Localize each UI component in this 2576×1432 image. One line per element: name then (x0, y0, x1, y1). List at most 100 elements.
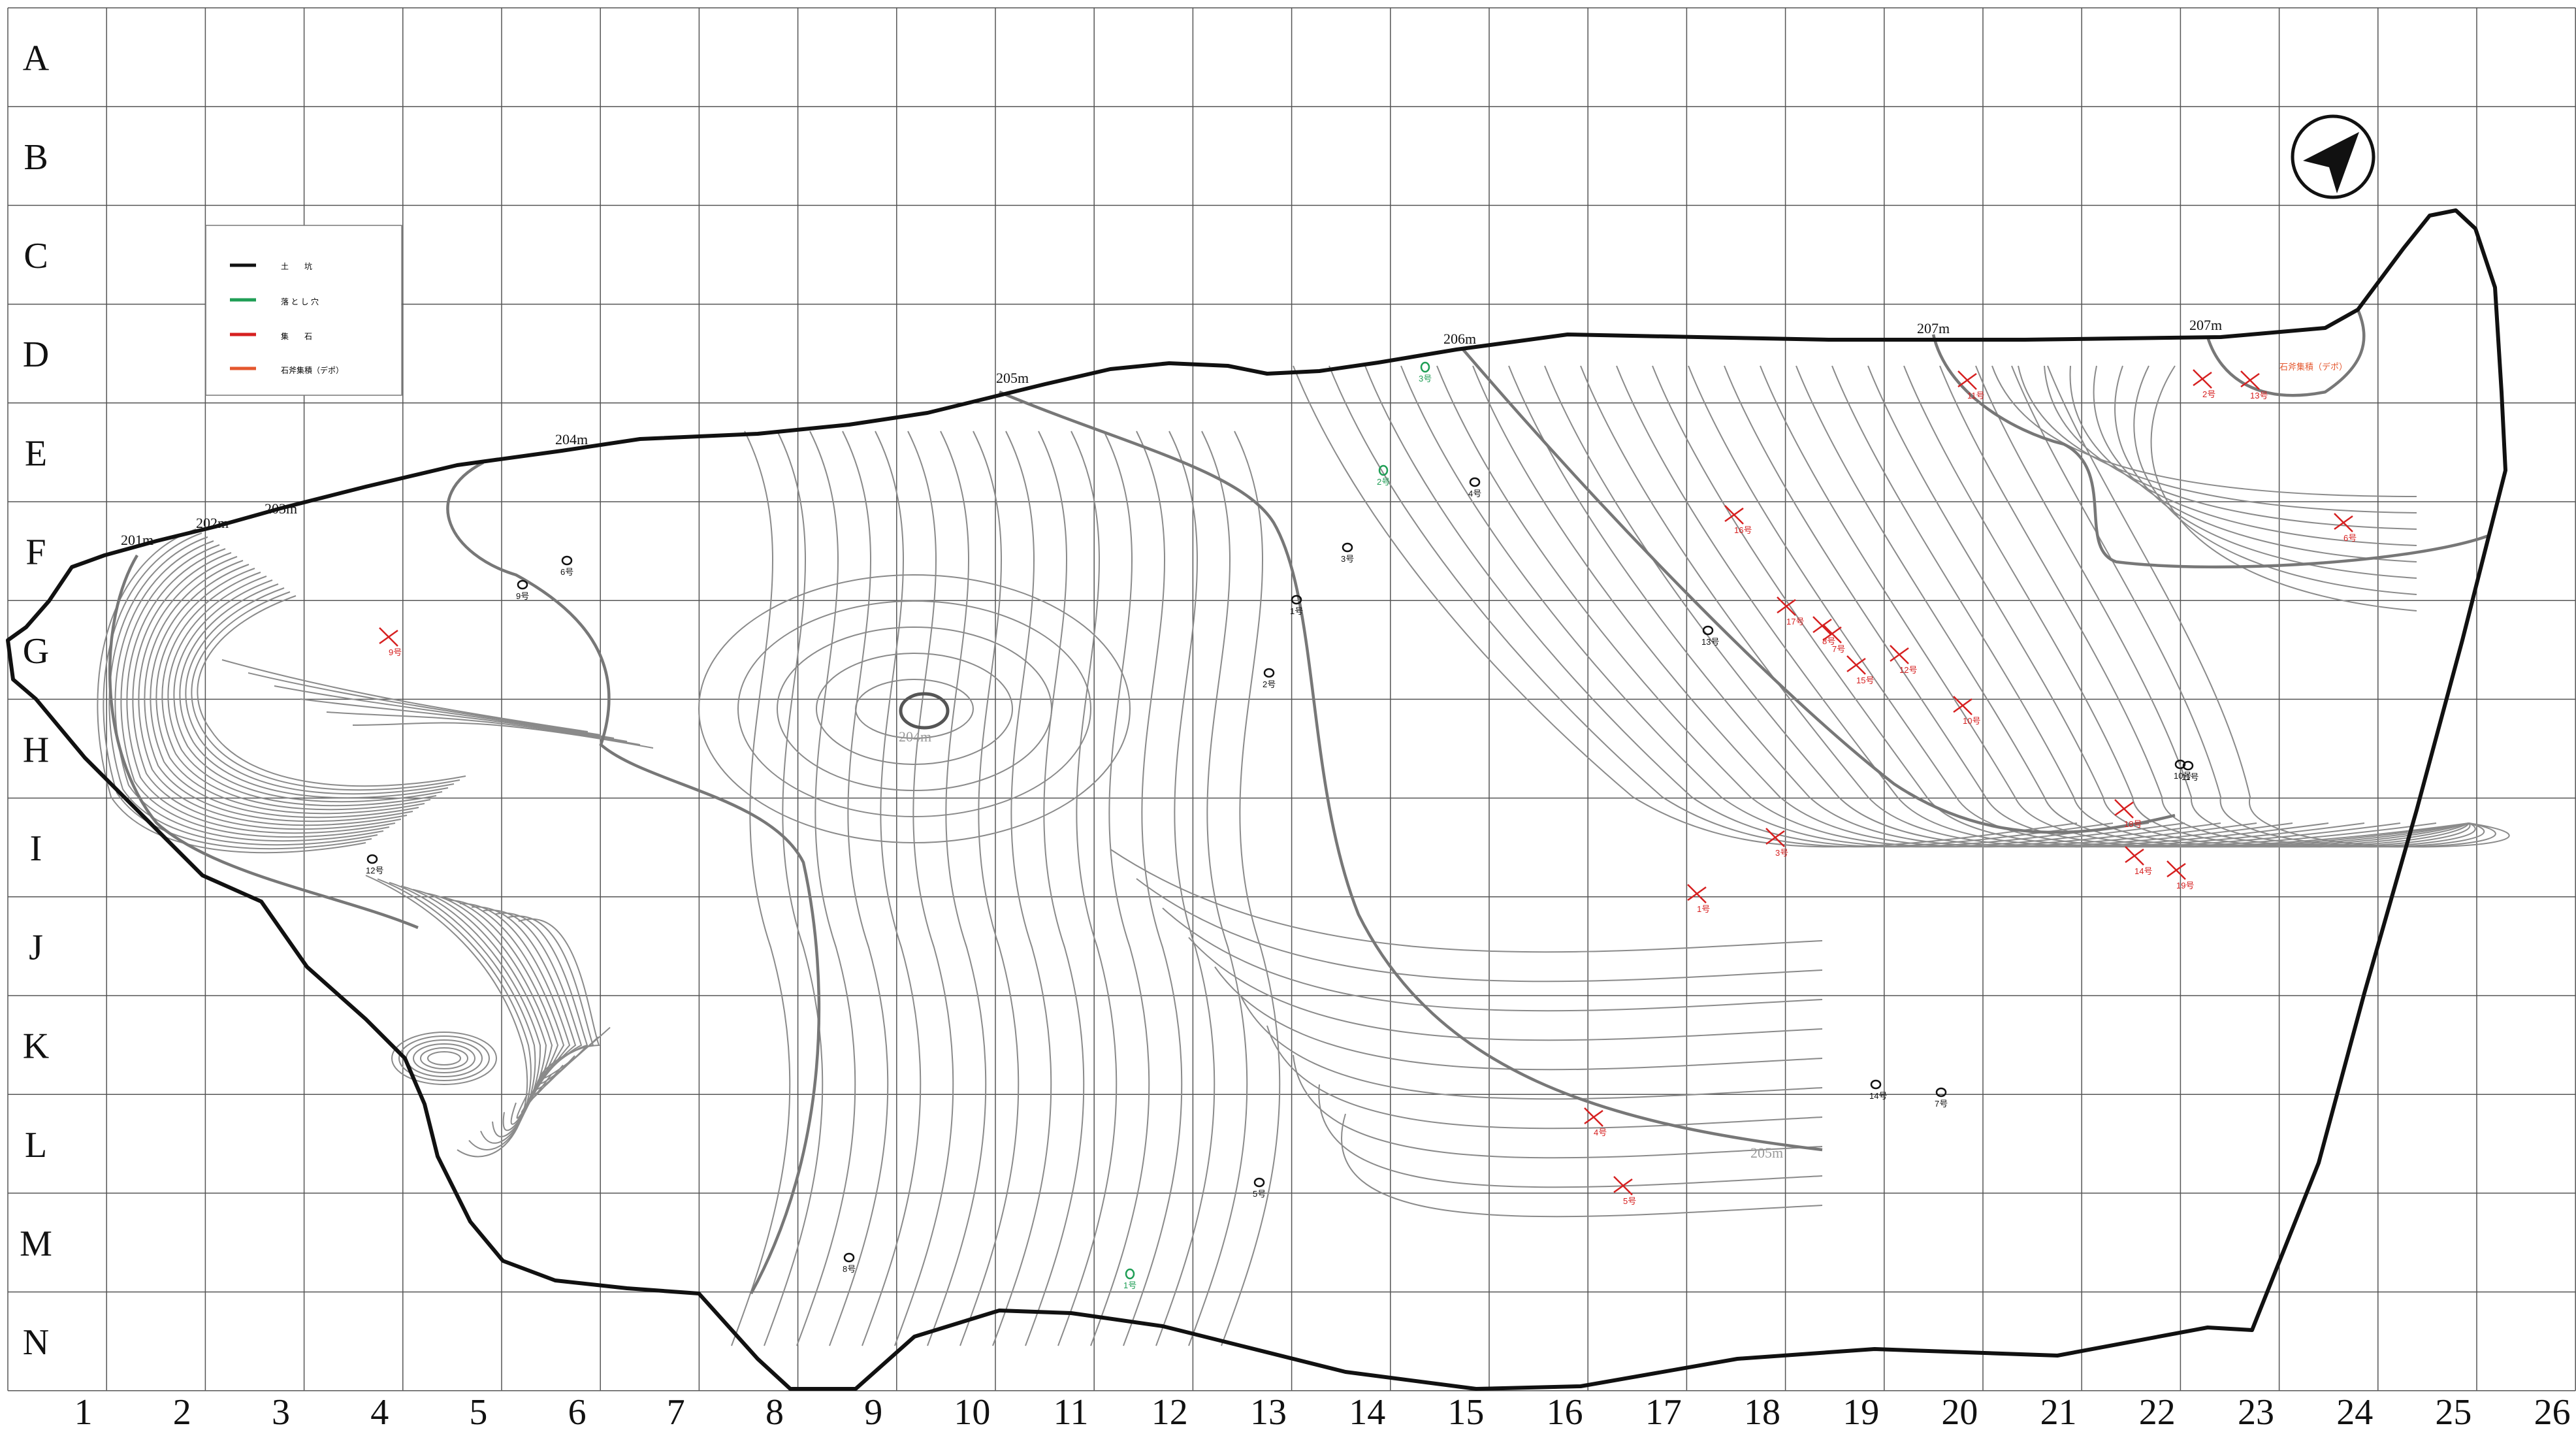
contour-line (120, 544, 390, 838)
stone-cluster-label: 15号 (1856, 675, 1874, 685)
contour-line (389, 881, 536, 1144)
pit-label: 5号 (1253, 1189, 1266, 1199)
contour-line (1472, 365, 2257, 848)
pit-label: 7号 (1935, 1099, 1948, 1109)
stone-cluster-marker (1846, 655, 1866, 675)
column-label-7: 7 (667, 1392, 685, 1432)
grid (7, 7, 2576, 1391)
contour-line (829, 431, 889, 1346)
contour-line (2047, 365, 2510, 848)
contour-label-203m: 203m (265, 500, 297, 517)
contour-line (764, 431, 824, 1346)
legend-label-deposit: 石斧集積（デポ） (281, 365, 344, 375)
pit-marker (2182, 760, 2194, 771)
contour-line (447, 899, 565, 1113)
contour-line (144, 560, 413, 822)
contour-line (1136, 878, 1823, 983)
contour-line (2069, 365, 2417, 546)
stone-cluster-label: 12号 (1899, 665, 1917, 675)
column-label-19: 19 (1843, 1392, 1879, 1432)
row-label-I: I (30, 828, 42, 869)
contour-line (197, 595, 466, 787)
pitfall-marker (1420, 361, 1430, 373)
contour-line (2044, 365, 2417, 530)
contour-line (698, 574, 1131, 843)
contour-line (1162, 907, 1823, 1012)
contour-line (427, 1051, 461, 1066)
contour-line (816, 653, 1013, 765)
stone-cluster-marker (1765, 828, 1785, 847)
stone-cluster-marker (2125, 846, 2144, 866)
contour-line (1508, 365, 2293, 848)
contour-line (424, 892, 553, 1125)
contour-line (108, 536, 378, 846)
stone-cluster-label: 7号 (1832, 644, 1845, 654)
column-label-25: 25 (2435, 1392, 2471, 1432)
contour-line (326, 711, 641, 745)
contour-line (1975, 365, 2485, 848)
contour-line (894, 431, 954, 1346)
stone-cluster-label: 13号 (2250, 391, 2268, 400)
north-arrow-icon (2291, 114, 2375, 199)
column-label-21: 21 (2040, 1392, 2077, 1432)
contour-line (1688, 365, 2470, 848)
contour-line (1155, 431, 1216, 1346)
contour-line (1328, 365, 2114, 848)
row-label-B: B (24, 137, 48, 178)
contour-label-205m-low: 205m (1750, 1145, 1783, 1161)
pit-marker (2174, 759, 2186, 770)
stone-cluster-label: 14号 (2134, 866, 2152, 876)
contour-line (1544, 365, 2329, 848)
pit-marker (517, 579, 528, 590)
index-contour (446, 461, 821, 1295)
contour-line (1110, 849, 1823, 953)
pit-label: 11号 (2182, 772, 2199, 782)
legend-label-pit: 土 坑 (281, 261, 312, 271)
pit-label: 14号 (1869, 1091, 1887, 1101)
pit-label: 12号 (366, 866, 383, 875)
contour-line (1266, 1025, 1823, 1130)
contour-line (138, 556, 408, 826)
pit-marker (1253, 1177, 1265, 1188)
contour-label-205m: 205m (996, 370, 1029, 386)
contour-line (150, 564, 419, 819)
contour-label-206m: 206m (1443, 331, 1476, 347)
contour-line (221, 659, 588, 732)
contour-line (1090, 431, 1150, 1346)
column-label-22: 22 (2139, 1392, 2176, 1432)
contour-line (1293, 365, 2078, 848)
stone-cluster-label: 4号 (1594, 1128, 1607, 1137)
contour-line (274, 685, 615, 739)
row-label-C: C (24, 236, 48, 276)
index-contour (1931, 334, 2489, 569)
contour-line (927, 431, 987, 1346)
stone-cluster-marker (1777, 596, 1796, 616)
contour-line (248, 672, 602, 736)
index-contour (108, 554, 419, 930)
contour-line (959, 431, 1020, 1346)
contour-line (400, 885, 541, 1137)
contour-line (352, 722, 654, 749)
contour-line (391, 1032, 497, 1085)
stone-cluster-label: 10号 (1963, 716, 1980, 726)
contour-line (365, 875, 528, 1158)
row-label-F: F (25, 532, 46, 573)
stone-cluster-marker (1812, 616, 1832, 636)
stone-cluster-label: 8号 (1822, 636, 1835, 646)
pit-marker (1870, 1079, 1882, 1090)
pitfall-marker (1125, 1268, 1135, 1280)
contour-line (1318, 1084, 1823, 1188)
pit-label: 3号 (1341, 554, 1354, 564)
pitfall-label: 1号 (1123, 1280, 1136, 1290)
stone-cluster-label: 19号 (2176, 881, 2194, 890)
contour-label-201m: 201m (121, 532, 153, 548)
column-label-23: 23 (2238, 1392, 2274, 1432)
column-label-9: 9 (864, 1392, 882, 1432)
column-label-4: 4 (370, 1392, 389, 1432)
column-label-5: 5 (469, 1392, 487, 1432)
contour-line (1903, 365, 2471, 848)
contour-line (173, 579, 443, 803)
stone-cluster-label: 18号 (2124, 819, 2142, 829)
column-label-12: 12 (1151, 1392, 1188, 1432)
